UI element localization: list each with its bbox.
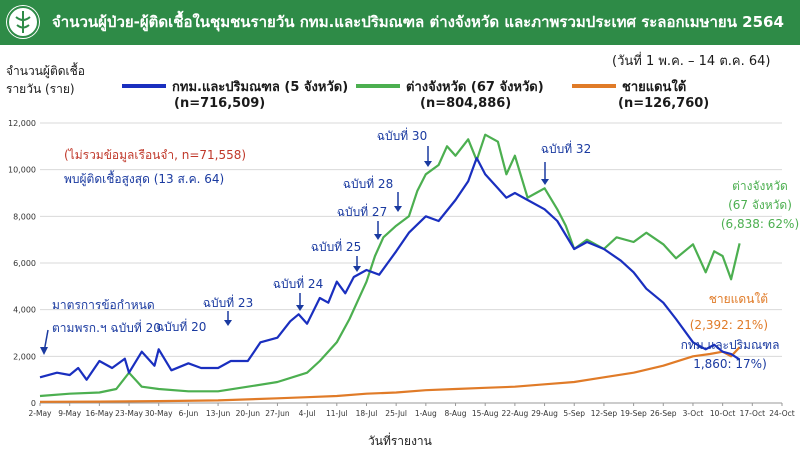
legend-label-south: ชายแดนใต้: [622, 80, 687, 95]
end-label-line: กทม.และปริมณฑล: [681, 338, 780, 352]
annotation-label: ฉบับที่ 24: [273, 275, 323, 291]
annotation-label: ฉบับที่ 28: [343, 175, 393, 191]
legend-label-provinces: ต่างจังหวัด (67 จังหวัด): [406, 80, 544, 95]
annotation-arrowhead: [394, 206, 402, 212]
x-tick-label: 6-Jun: [179, 409, 199, 418]
x-tick-label: 10-Oct: [710, 409, 735, 418]
annotation-label: ฉบับที่ 32: [541, 140, 591, 156]
annotation-label: ฉบับที่ 23: [203, 294, 253, 310]
series-line-2: [39, 346, 741, 403]
x-tick-label: 12-Sep: [591, 409, 618, 418]
x-tick-label: 23-May: [115, 409, 143, 418]
legend-swatch-provinces: [356, 84, 400, 88]
end-label-line: 1,860: 17%): [693, 357, 767, 371]
x-tick-label: 29-Aug: [531, 409, 558, 418]
x-tick-label: 25-Jul: [385, 409, 407, 418]
x-tick-label: 8-Aug: [445, 409, 467, 418]
annotation-label: ฉบับที่ 30: [377, 127, 427, 143]
x-tick-label: 24-Oct: [769, 409, 794, 418]
y-tick-label: 0: [31, 399, 36, 408]
x-tick-label: 9-May: [58, 409, 82, 418]
note-exclude-prison: (ไม่รวมข้อมูลเรือนจำ, n=71,558): [64, 148, 247, 162]
legend-n-bangkok: (n=716,509): [174, 96, 266, 111]
x-tick-label: 15-Aug: [472, 409, 499, 418]
date-range: (วันที่ 1 พ.ค. – 14 ต.ค. 64): [612, 54, 771, 69]
x-tick-label: 13-Jun: [206, 409, 231, 418]
annotation-label: ฉบับที่ 27: [337, 203, 387, 219]
y-axis-label-line1: จำนวนผู้ติดเชื้อ: [6, 64, 85, 78]
page-title: จำนวนผู้ป่วย-ผู้ติดเชื้อในชุมชนรายวัน กท…: [52, 13, 784, 31]
annotation-arrowhead: [424, 161, 432, 167]
y-tick-label: 12,000: [8, 119, 36, 128]
annotation-label: ฉบับที่ 20: [156, 318, 206, 334]
y-axis-label-line2: รายวัน (ราย): [6, 82, 75, 96]
annotation-label: ฉบับที่ 25: [311, 238, 361, 254]
x-tick-label: 16-May: [85, 409, 113, 418]
y-tick-label: 8,000: [13, 212, 36, 221]
end-label-line: ชายแดนใต้: [709, 292, 768, 306]
header-bar: จำนวนผู้ป่วย-ผู้ติดเชื้อในชุมชนรายวัน กท…: [0, 0, 800, 45]
y-tick-label: 6,000: [13, 259, 36, 268]
annotation-arrowhead: [40, 347, 48, 355]
annotation-arrowhead: [541, 179, 549, 185]
legend-label-bangkok: กทม.และปริมณฑล (5 จังหวัด): [172, 80, 349, 95]
annotation-arrowhead: [374, 234, 382, 240]
note-measure-line1: มาตรการข้อกำหนด: [52, 298, 155, 312]
end-label-line: (2,392: 21%): [690, 318, 768, 332]
end-label-line: (67 จังหวัด): [728, 198, 792, 212]
annotation-arrowhead: [353, 266, 361, 272]
x-tick-label: 17-Oct: [740, 409, 765, 418]
legend-n-south: (n=126,760): [618, 96, 710, 111]
note-measure-line2: ตามพรก.ฯ ฉบับที่ 20: [52, 321, 161, 335]
series-line-1: [39, 133, 741, 398]
legend-item-bangkok: กทม.และปริมณฑล (5 จังหวัด) (n=716,509): [122, 70, 382, 114]
legend-item-south: ชายแดนใต้ (n=126,760): [572, 70, 792, 114]
y-tick-label: 4,000: [13, 306, 36, 315]
x-tick-label: 2-May: [29, 409, 53, 418]
ministry-logo-icon: [6, 5, 40, 39]
x-tick-label: 1-Aug: [415, 409, 437, 418]
note-peak: พบผู้ติดเชื้อสูงสุด (13 ส.ค. 64): [64, 172, 225, 186]
legend-n-provinces: (n=804,886): [420, 96, 512, 111]
x-tick-label: 19-Sep: [620, 409, 647, 418]
x-tick-label: 26-Sep: [650, 409, 677, 418]
x-tick-label: 30-May: [145, 409, 173, 418]
x-tick-label: 11-Jul: [326, 409, 348, 418]
y-tick-label: 10,000: [8, 166, 36, 175]
x-tick-label: 5-Sep: [563, 409, 585, 418]
y-tick-label: 2,000: [13, 352, 36, 361]
legend-item-provinces: ต่างจังหวัด (67 จังหวัด) (n=804,886): [356, 70, 596, 114]
legend-swatch-bangkok: [122, 84, 166, 88]
annotation-arrowhead: [296, 305, 304, 311]
x-tick-label: 4-Jul: [299, 409, 316, 418]
x-tick-label: 18-Jul: [356, 409, 378, 418]
series-line-0: [39, 156, 741, 381]
legend-swatch-south: [572, 84, 616, 88]
x-axis-title: วันที่รายงาน: [368, 434, 432, 448]
x-tick-label: 3-Oct: [683, 409, 704, 418]
end-label-line: ต่างจังหวัด: [732, 179, 788, 193]
end-label-line: (6,838: 62%): [721, 217, 799, 231]
annotation-arrowhead: [224, 320, 232, 326]
x-tick-label: 22-Aug: [502, 409, 529, 418]
x-tick-label: 27-Jun: [265, 409, 290, 418]
x-tick-label: 20-Jun: [236, 409, 261, 418]
